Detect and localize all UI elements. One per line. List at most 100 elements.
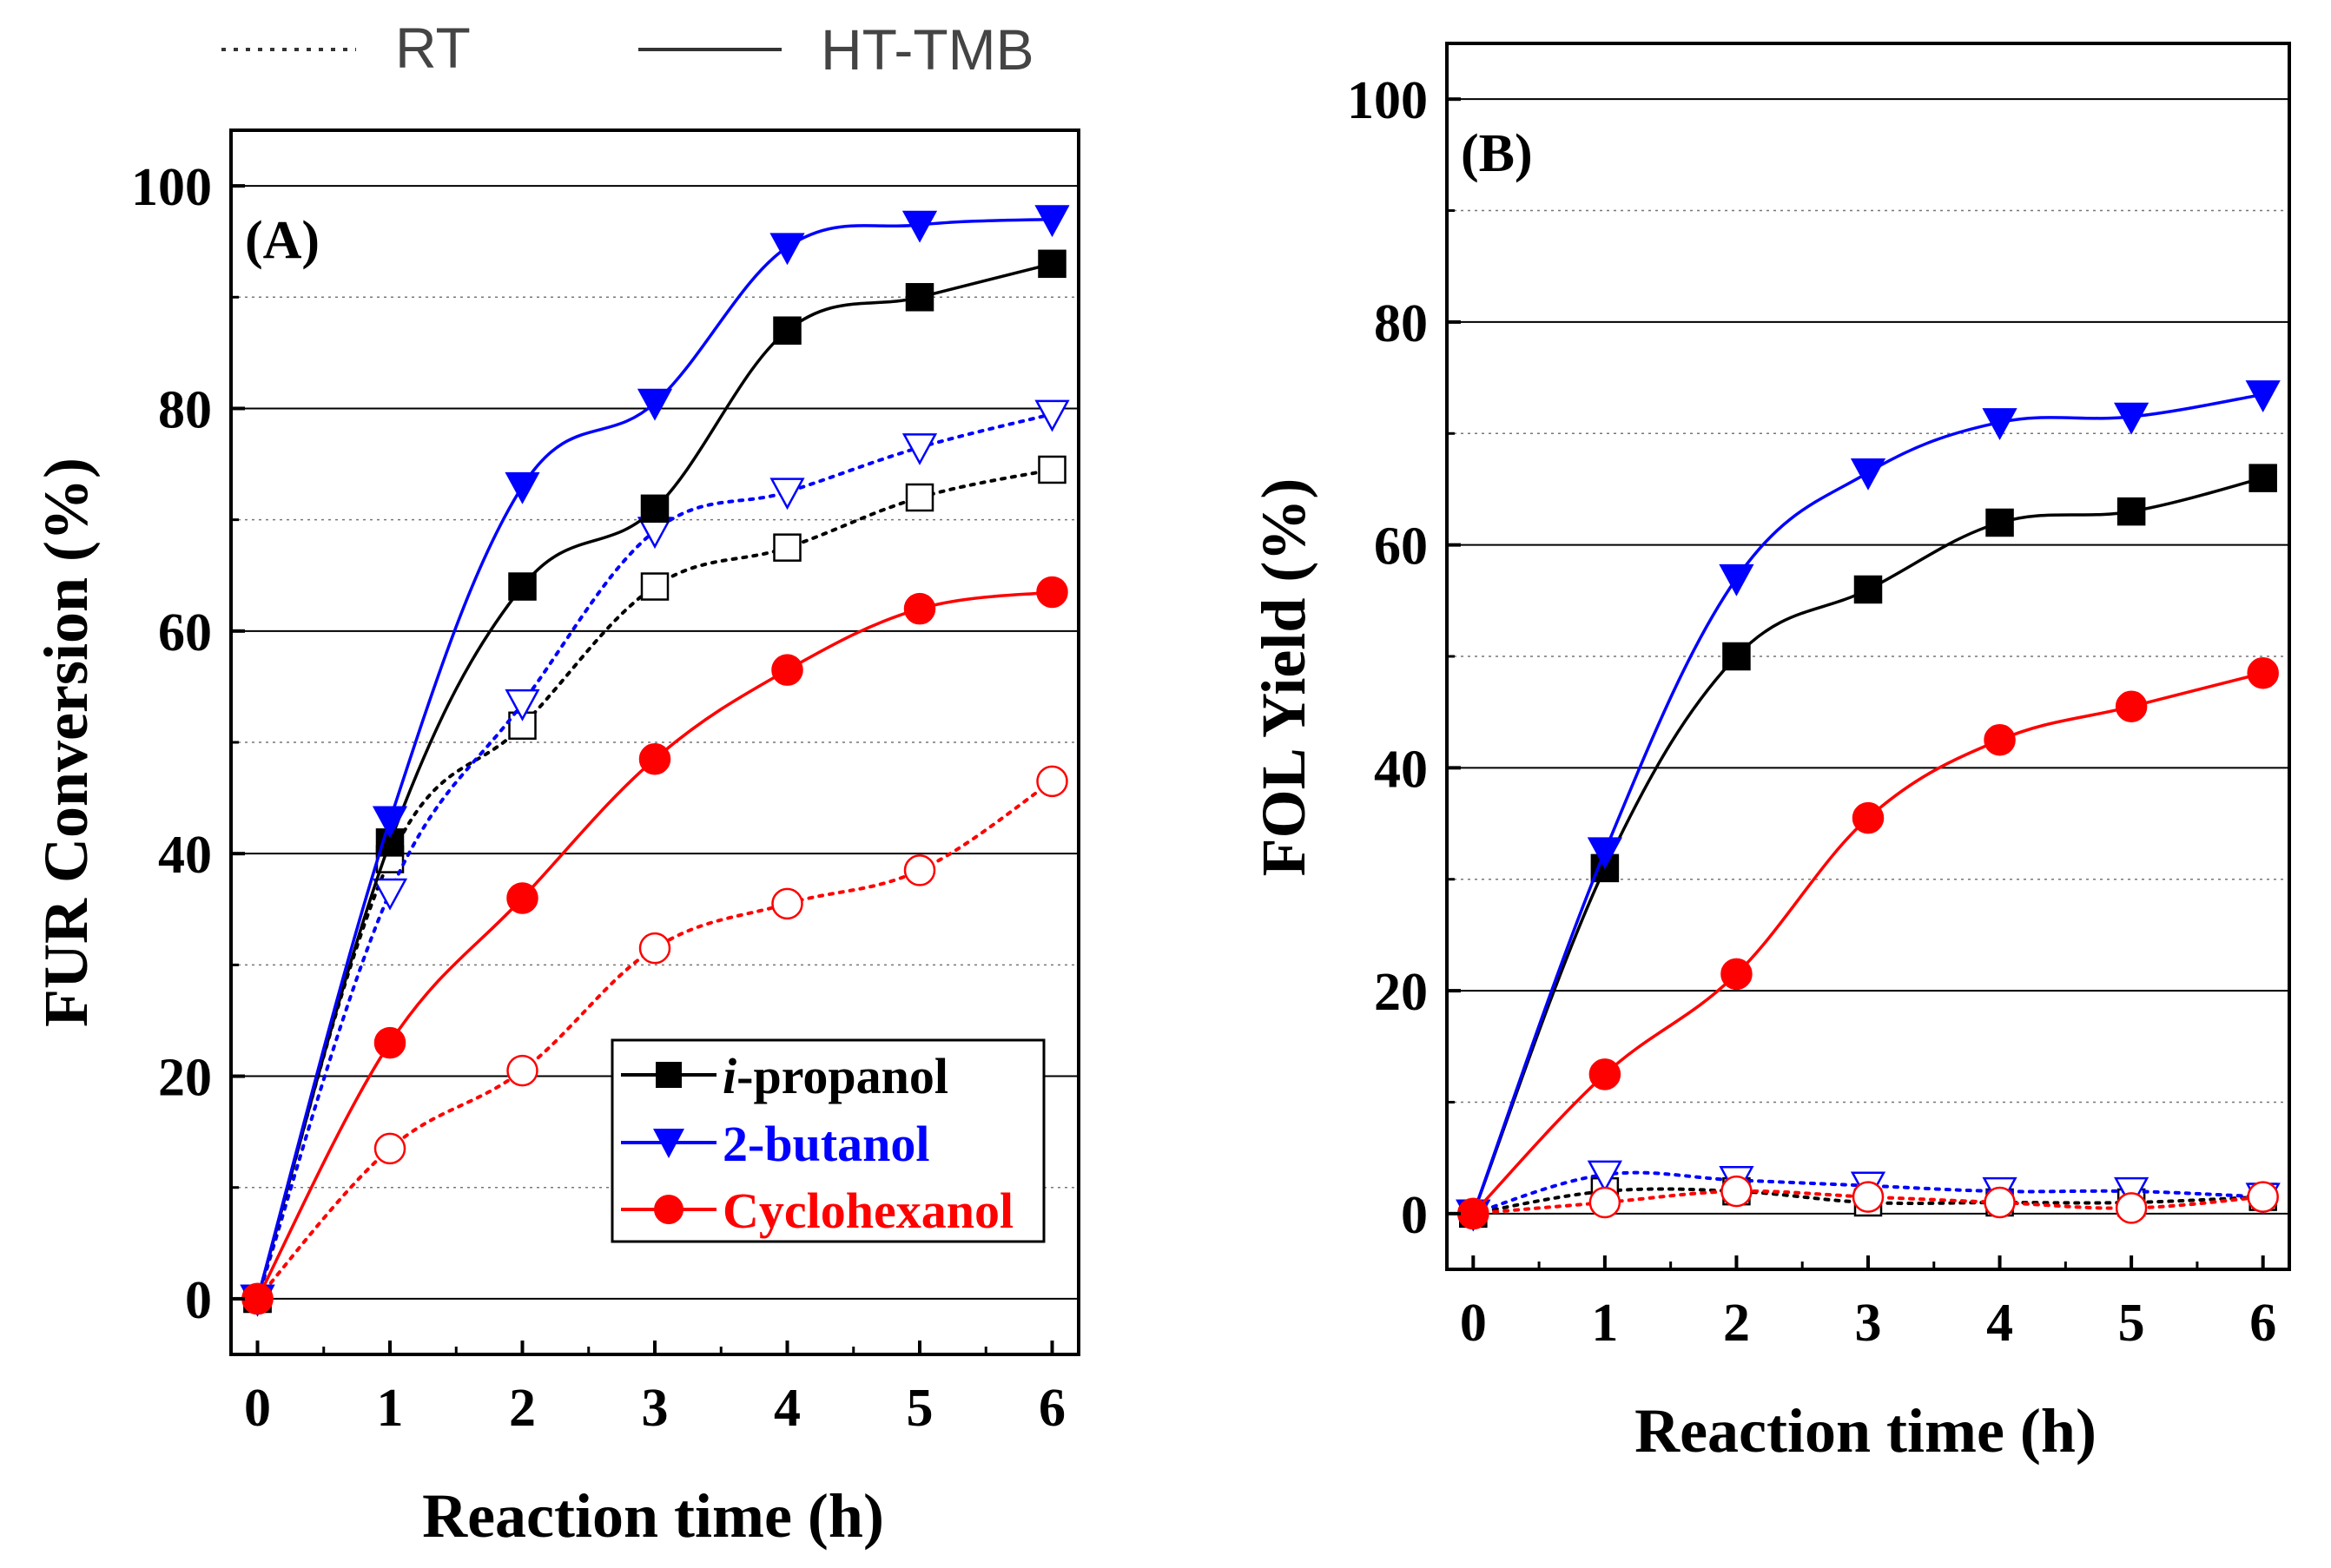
panel-a-series-i-propanol-ht-tmb-point-6 [1038,249,1066,279]
panel-b-series-2-butanol-ht-tmb-point-6 [2245,380,2281,412]
panel-a-series-2-butanol-rt-line [255,412,1054,1301]
panel-b-y-tick-label-60: 60 [1374,517,1428,576]
panel-a-x-tick-label-6: 6 [1039,1379,1066,1438]
panel-b-y-tick-label-0: 0 [1401,1186,1428,1245]
panel-b-series-cyclohexanol-rt-point-5 [2115,1192,2148,1224]
panel-a-series-i-propanol-rt-point-5 [905,483,934,512]
panel-a-series-cyclohexanol-ht-tmb-point-1 [373,1026,406,1059]
panel-a-y-tick-label-20: 20 [158,1049,212,1108]
panel-b-label: (B) [1461,124,1533,183]
legend-marker-square-icon [656,1062,682,1088]
panel-a-y-tick-label-80: 80 [158,380,212,439]
top-legend-dotted-label: RT [395,16,471,80]
legend-label-i-propanol-prefix: i [723,1048,736,1104]
panel-a-x-tick-label-5: 5 [907,1379,934,1438]
panel-a-series-cyclohexanol-rt-point-2 [506,1054,538,1087]
panel-b-y-tick-label-100: 100 [1347,71,1428,130]
panel-a-y-tick-label-60: 60 [158,603,212,662]
panel-b-series-i-propanol-ht-tmb-line [1471,476,2265,1216]
panel-b-series-cyclohexanol-ht-tmb-point-2 [1720,958,1753,991]
panel-a-label: (A) [245,211,320,270]
panel-a-x-axis-label: Reaction time (h) [422,1481,884,1551]
panel-b-series-cyclohexanol-rt-point-4 [1984,1186,2016,1219]
panel-a-y-tick-label-40: 40 [158,826,212,885]
top-legend-solid-label: HT-TMB [821,17,1034,82]
panel-b-series-i-propanol-ht-tmb-point-5 [2116,497,2146,526]
panel-a-x-tick-label-4: 4 [774,1379,801,1438]
panel-a-series-cyclohexanol-ht-tmb-point-6 [1036,576,1068,609]
panel-a-series-cyclohexanol-ht-tmb-point-4 [771,654,803,686]
panel-a-series-cyclohexanol-rt-point-6 [1036,765,1068,798]
panel-b-series-2-butanol-ht-tmb [1456,380,2281,1232]
panel-b-grid [1447,98,2289,1215]
panel-b-series-cyclohexanol-ht-tmb-point-6 [2247,657,2279,689]
panel-a-series-2-butanol-rt-point-2 [505,688,540,721]
panel-a-series-2-butanol-ht-tmb-point-6 [1034,205,1070,238]
panel-a-y-tick-label-0: 0 [185,1271,212,1330]
panel-b-x-axis-label: Reaction time (h) [1634,1396,2097,1466]
panel-b-x-tick-label-6: 6 [2249,1294,2276,1353]
panel-b-series-2-butanol-ht-tmb-point-1 [1587,837,1622,870]
panel-a-series-2-butanol-ht-tmb-point-4 [769,233,805,266]
panel-a-series-2-butanol-ht-tmb-point-2 [505,471,540,504]
panel-a-series-2-butanol-rt-point-1 [372,878,408,911]
panel-b-series-cyclohexanol-ht-tmb-point-4 [1984,724,2016,756]
panel-b-series-i-propanol-ht-tmb-point-6 [2248,464,2277,492]
top-legend: RT HT-TMB [221,16,1034,82]
panel-b-x-tick-label-2: 2 [1723,1294,1750,1353]
panel-a-x-tick-label-2: 2 [509,1379,536,1438]
panel-b-series-cyclohexanol-ht-tmb [1457,657,2279,1230]
panel-a-series-i-propanol-ht-tmb-point-2 [508,572,537,601]
panel-b-x-tick-label-5: 5 [2118,1294,2145,1353]
panel-b-y-tick-label-80: 80 [1374,294,1428,353]
legend: i-propanol 2-butanol Cyclohexanol [611,1038,1046,1243]
panel-b-series-cyclohexanol-ht-tmb-point-5 [2115,690,2148,723]
panel-a-series-cyclohexanol-rt-point-4 [771,887,803,920]
panel-b: 0 20 40 60 80 100 0 1 2 3 4 5 6 (B) Reaction time (h… [1249,42,2291,1466]
panel-b-series-cyclohexanol-ht-tmb-point-0 [1457,1197,1489,1230]
panel-a-series-cyclohexanol-rt-point-3 [638,932,671,965]
panel-a-series-i-propanol-ht-tmb-point-4 [773,316,802,345]
panel-a-series-2-butanol-ht-tmb-point-5 [901,210,938,243]
panel-a-series-i-propanol-ht-tmb-point-3 [640,494,670,524]
panel-b-series-2-butanol-ht-tmb-line [1471,392,2265,1216]
panel-b-series-i-propanol-ht-tmb-point-3 [1853,575,1883,604]
panel-a-series-i-propanol-ht-tmb-point-5 [905,283,934,312]
legend-item-i-propanol: i-propanol [621,1048,948,1104]
panel-a-series-cyclohexanol-ht-tmb-point-5 [903,592,936,625]
panel-a-series-2-butanol-ht-tmb-point-3 [637,388,673,421]
panel-a-series-i-propanol-rt-point-6 [1038,455,1066,484]
panel-b-y-axis-label: FOL Yield (%) [1249,478,1318,877]
panel-a-x-tick-label-3: 3 [642,1379,669,1438]
panel-a-y-axis-label: FUR Conversion (%) [31,458,101,1027]
panel-a-x-tick-label-1: 1 [377,1379,404,1438]
panel-a-series-i-propanol-rt-point-4 [773,533,802,562]
panel-a-series [240,205,1070,1317]
panel-a-x-tick-label-0: 0 [244,1379,271,1438]
panel-b-series-cyclohexanol-ht-tmb-line [1471,671,2265,1216]
panel-b-x-tick-label-3: 3 [1855,1294,1882,1353]
panel-b-series-cyclohexanol-rt-point-2 [1720,1175,1753,1208]
panel-b-x-tick-label-0: 0 [1460,1294,1487,1353]
panel-b-series-cyclohexanol-rt-point-1 [1588,1186,1621,1219]
legend-label-cyclohexanol: Cyclohexanol [723,1183,1014,1239]
panel-a-series-cyclohexanol-rt-point-1 [373,1132,406,1165]
legend-label-i-propanol: i-propanol [723,1048,948,1104]
panel-a-series-2-butanol-ht-tmb-point-1 [372,806,408,839]
panel-a-series-2-butanol-rt [240,399,1070,1317]
panel-a: 0 20 40 60 80 100 0 1 2 3 4 5 6 (A) Reaction time (h… [31,128,1080,1551]
panel-a-series-cyclohexanol-rt-point-5 [903,854,936,886]
panel-b-series-i-propanol-ht-tmb-point-4 [1985,508,2014,537]
panel-a-y-tick-label-100: 100 [131,158,212,217]
panel-b-series-cyclohexanol-rt [1457,1175,2279,1230]
panel-a-series-2-butanol-ht-tmb-line [255,217,1054,1301]
panel-b-y-tick-label-40: 40 [1374,740,1428,799]
panel-a-series-2-butanol-rt-point-6 [1034,399,1070,432]
panel-b-series-i-propanol-ht-tmb-point-2 [1722,642,1751,671]
panel-b-series-2-butanol-ht-tmb-point-4 [1982,408,2017,441]
panel-b-series-2-butanol-ht-tmb-point-5 [2114,402,2149,435]
legend-label-2-butanol: 2-butanol [723,1116,930,1172]
panel-a-series-cyclohexanol-ht-tmb [241,576,1068,1315]
panel-b-x-tick-label-4: 4 [1986,1294,2013,1353]
